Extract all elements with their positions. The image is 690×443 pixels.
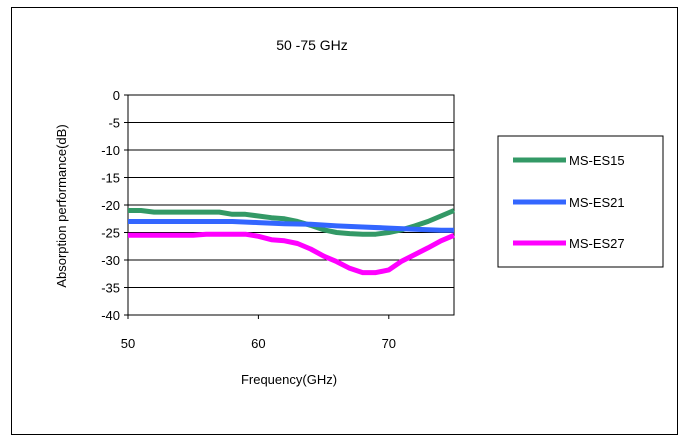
y-tick-label: -15 [101,171,120,186]
chart-title: 50 -75 GHz [276,37,348,53]
y-tick-label: -20 [101,198,120,213]
y-axis-title: Absorption performance(dB) [54,124,69,287]
series-line-ms-es21 [128,219,454,233]
y-tick-label: -10 [101,143,120,158]
legend-label-ms-es27: MS-ES27 [569,236,625,251]
x-axis-title: Frequency(GHz) [241,372,337,387]
x-tick-label: 70 [382,336,396,351]
plot-border [127,94,455,316]
legend-label-ms-es15: MS-ES15 [569,153,625,168]
y-tick-label: -5 [108,116,120,131]
y-tick-label: -30 [101,253,120,268]
y-tick-label: -40 [101,308,120,323]
y-tick-label: -35 [101,281,120,296]
series-line-ms-es27 [128,231,455,276]
y-tick-label: 0 [113,88,120,103]
y-tick-label: -25 [101,226,120,241]
x-tick-label: 60 [251,336,265,351]
x-tick-label: 50 [121,336,135,351]
legend: MS-ES15 MS-ES21 MS-ES27 [497,135,664,268]
legend-label-ms-es21: MS-ES21 [569,195,625,210]
